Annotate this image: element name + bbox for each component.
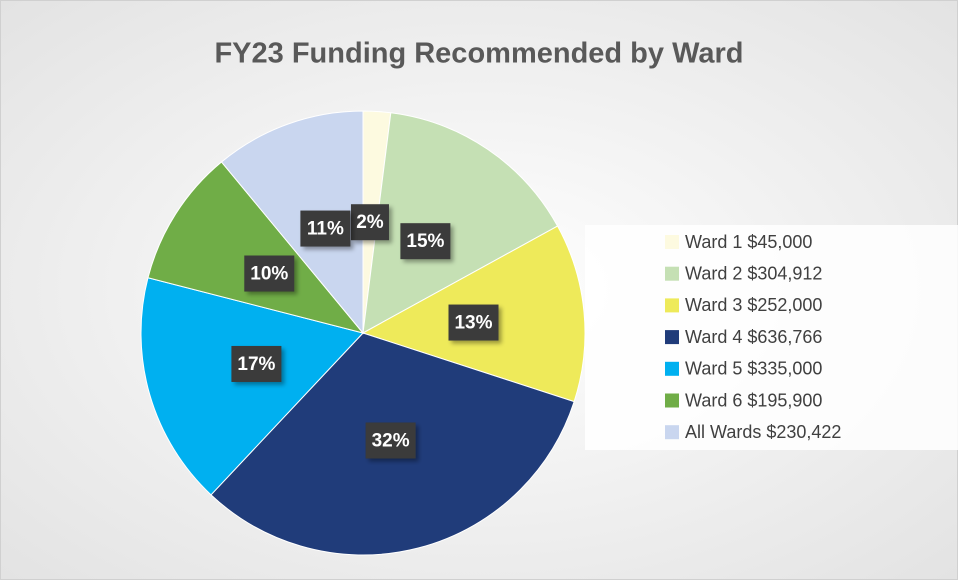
data-label: 13% — [454, 313, 492, 334]
legend-label: Ward 3 $252,000 — [685, 295, 822, 315]
legend-swatch — [665, 425, 679, 440]
data-label-box — [231, 345, 282, 382]
pie-slice — [220, 110, 364, 335]
pie-slice — [362, 112, 559, 334]
data-label-box — [365, 422, 416, 459]
legend-label: Ward 6 $195,900 — [685, 390, 822, 410]
data-label: 32% — [372, 431, 410, 452]
data-label-box — [448, 304, 499, 341]
legend-swatch — [665, 330, 679, 345]
data-label-box — [350, 204, 389, 241]
legend-label: Ward 5 $335,000 — [685, 359, 822, 379]
legend-swatch — [665, 361, 679, 376]
legend-label: All Wards $230,422 — [685, 422, 841, 442]
legend-background — [585, 225, 958, 450]
pie-slice — [140, 277, 364, 496]
legend-label: Ward 1 $45,000 — [685, 232, 812, 252]
chart-title: FY23 Funding Recommended by Ward — [214, 38, 743, 70]
legend-label: Ward 2 $304,912 — [685, 263, 822, 283]
legend-swatch — [665, 393, 679, 408]
legend-swatch — [665, 235, 679, 249]
data-label: 2% — [356, 212, 384, 233]
data-label-box — [244, 255, 295, 292]
data-label: 17% — [237, 354, 275, 375]
data-label-box — [300, 210, 351, 247]
legend-swatch — [665, 298, 679, 313]
legend-label: Ward 4 $636,766 — [685, 327, 822, 347]
data-label-box — [400, 223, 451, 260]
legend-swatch — [665, 266, 679, 281]
data-label: 15% — [406, 231, 444, 252]
data-label: 10% — [250, 264, 288, 285]
data-label: 11% — [307, 219, 344, 240]
pie-slice — [147, 161, 365, 334]
